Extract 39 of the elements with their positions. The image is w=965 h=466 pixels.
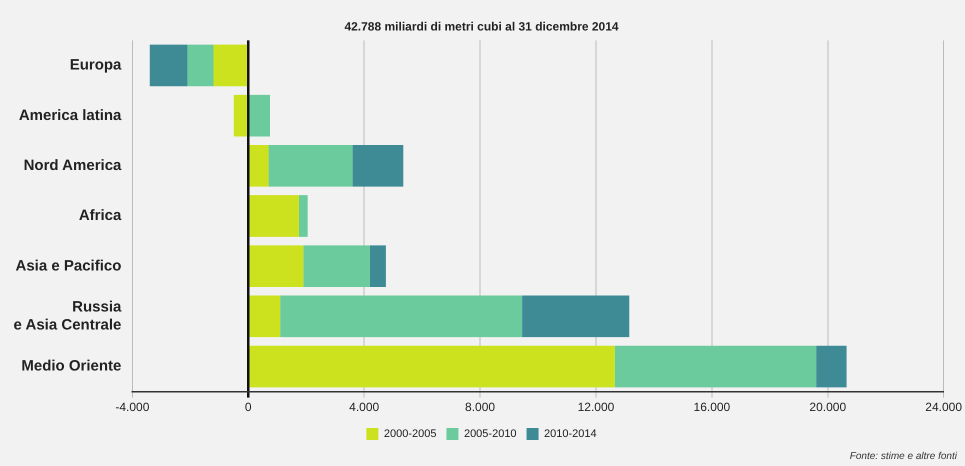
bar <box>150 44 188 86</box>
x-tick-label: 24.000 <box>925 400 962 414</box>
legend-label: 2010-2014 <box>544 428 597 440</box>
y-tick-label: Russia e Asia Centrale <box>14 298 122 334</box>
chart-title: 42.788 miliardi di metri cubi al 31 dicembre 2014 <box>344 20 619 34</box>
bar <box>250 195 299 237</box>
bar <box>614 346 816 388</box>
source-note: Fonte: stime e altre fonti <box>850 451 957 462</box>
bar <box>250 245 304 287</box>
bar <box>298 195 308 237</box>
y-tick-label: Europa <box>70 56 122 74</box>
bar <box>268 145 353 187</box>
bar <box>250 94 270 136</box>
bar <box>352 145 404 187</box>
bar <box>250 145 269 187</box>
x-tick-label: 16.000 <box>694 400 731 414</box>
bar <box>214 44 248 86</box>
x-tick-label: 0 <box>244 400 252 414</box>
bar <box>303 245 370 287</box>
legend-label: 2000-2005 <box>384 428 436 440</box>
bar <box>250 296 280 338</box>
bar <box>187 44 214 86</box>
y-tick-label: Africa <box>78 207 122 224</box>
bar <box>522 296 630 338</box>
y-tick-label: America latina <box>18 106 122 124</box>
x-tick-label: 12.000 <box>578 400 615 414</box>
x-tick-label: 4.000 <box>349 400 380 414</box>
bar <box>280 296 522 338</box>
y-tick-label: Nord America <box>24 156 122 174</box>
legend-label: 2005-2010 <box>464 428 517 440</box>
bar <box>234 94 248 136</box>
x-tick-label: 8.000 <box>465 400 496 414</box>
y-tick-label: Asia e Pacifico <box>15 257 122 274</box>
bar <box>250 346 615 388</box>
x-tick-label: -4.000 <box>115 400 150 414</box>
x-tick-label: 20.000 <box>809 400 846 414</box>
bar <box>816 346 847 388</box>
bar <box>370 245 386 287</box>
y-tick-label: Medio Oriente <box>21 358 122 375</box>
